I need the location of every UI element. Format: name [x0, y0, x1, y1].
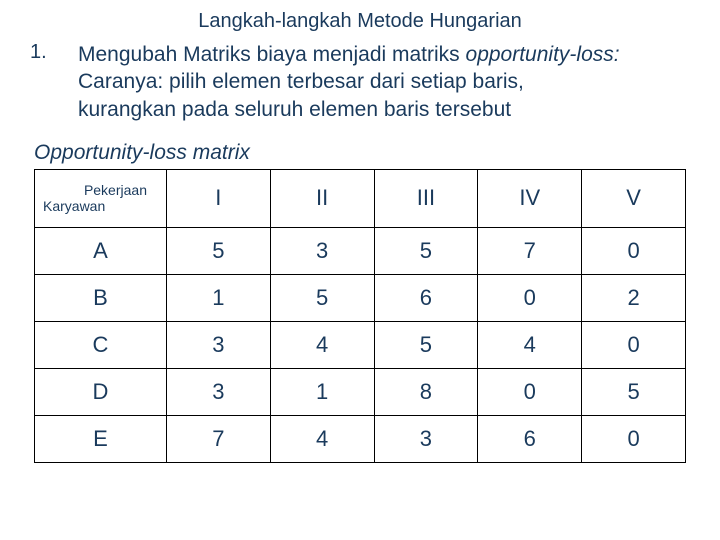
cell: 4 — [270, 415, 374, 462]
corner-bottom-label: Karyawan — [37, 198, 164, 215]
slide-title: Langkah-langkah Metode Hungarian — [30, 10, 690, 33]
cell: 5 — [270, 274, 374, 321]
cell: 4 — [270, 321, 374, 368]
col-header: III — [374, 169, 478, 227]
cell: 3 — [166, 321, 270, 368]
matrix-caption: Opportunity-loss matrix — [34, 141, 690, 165]
cell: 4 — [478, 321, 582, 368]
cell: 0 — [478, 274, 582, 321]
cell: 5 — [374, 321, 478, 368]
table-row: B 1 5 6 0 2 — [35, 274, 686, 321]
col-header: II — [270, 169, 374, 227]
cell: 5 — [166, 227, 270, 274]
corner-top-label: Pekerjaan — [37, 182, 164, 199]
cell: 0 — [582, 415, 686, 462]
row-label: B — [35, 274, 167, 321]
col-header: V — [582, 169, 686, 227]
col-header: I — [166, 169, 270, 227]
cell: 7 — [166, 415, 270, 462]
table-row: D 3 1 8 0 5 — [35, 368, 686, 415]
cell: 5 — [582, 368, 686, 415]
cell: 1 — [166, 274, 270, 321]
opportunity-loss-table: Pekerjaan Karyawan I II III IV V A 5 3 5… — [34, 169, 686, 463]
step-number: 1. — [30, 41, 78, 64]
cell: 3 — [166, 368, 270, 415]
table-row: E 7 4 3 6 0 — [35, 415, 686, 462]
cell: 0 — [582, 321, 686, 368]
step-1: 1. Mengubah Matriks biaya menjadi matrik… — [30, 41, 690, 123]
row-label: E — [35, 415, 167, 462]
step-line-2: Caranya: pilih elemen terbesar dari seti… — [78, 70, 524, 93]
step-text: Mengubah Matriks biaya menjadi matriks o… — [78, 41, 690, 123]
cell: 6 — [478, 415, 582, 462]
corner-header: Pekerjaan Karyawan — [35, 169, 167, 227]
table-row: A 5 3 5 7 0 — [35, 227, 686, 274]
cell: 3 — [270, 227, 374, 274]
step-line-1b: opportunity-loss: — [466, 43, 620, 66]
table-row: C 3 4 5 4 0 — [35, 321, 686, 368]
cell: 8 — [374, 368, 478, 415]
step-line-1a: Mengubah Matriks biaya menjadi matriks — [78, 43, 460, 66]
cell: 7 — [478, 227, 582, 274]
cell: 5 — [374, 227, 478, 274]
step-line-3: kurangkan pada seluruh elemen baris ters… — [78, 98, 511, 121]
col-header: IV — [478, 169, 582, 227]
cell: 1 — [270, 368, 374, 415]
cell: 3 — [374, 415, 478, 462]
cell: 0 — [582, 227, 686, 274]
cell: 2 — [582, 274, 686, 321]
row-label: A — [35, 227, 167, 274]
table-header-row: Pekerjaan Karyawan I II III IV V — [35, 169, 686, 227]
row-label: D — [35, 368, 167, 415]
cell: 0 — [478, 368, 582, 415]
row-label: C — [35, 321, 167, 368]
cell: 6 — [374, 274, 478, 321]
